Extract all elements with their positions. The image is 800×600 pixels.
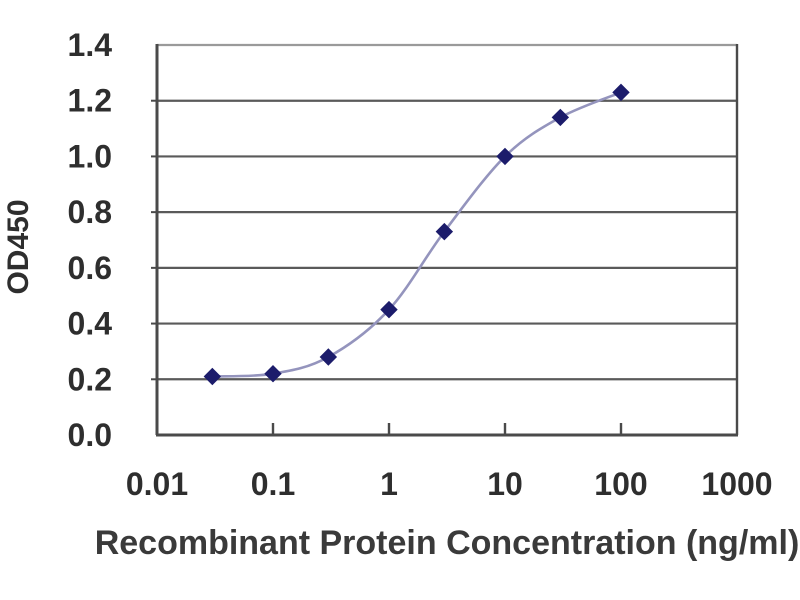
- y-tick-label: 0.0: [68, 417, 112, 453]
- data-point-marker: [551, 108, 570, 127]
- data-point-marker: [264, 365, 282, 383]
- y-tick-label: 0.8: [68, 194, 112, 230]
- y-tick-label: 1.4: [68, 27, 113, 63]
- data-point-marker: [203, 367, 222, 386]
- x-tick-label: 0.01: [126, 466, 188, 502]
- y-axis-title: OD450: [2, 199, 35, 295]
- y-tick-label: 0.4: [68, 306, 113, 342]
- y-tick-label: 1.2: [68, 83, 112, 119]
- x-tick-label: 0.1: [251, 466, 295, 502]
- x-axis-title: Recombinant Protein Concentration (ng/ml…: [94, 524, 800, 562]
- y-tick-label: 0.6: [68, 250, 112, 286]
- data-point-marker: [612, 83, 630, 102]
- x-tick-label: 100: [594, 466, 647, 502]
- data-point-marker: [380, 300, 398, 319]
- y-tick-label: 1.0: [68, 138, 112, 174]
- y-tick-label: 0.2: [68, 361, 112, 397]
- data-point-marker: [435, 222, 454, 241]
- data-point-marker: [496, 147, 514, 166]
- series-line: [212, 91, 622, 378]
- x-tick-label: 1: [380, 466, 398, 502]
- x-tick-label: 10: [487, 466, 523, 502]
- x-tick-label: 1000: [701, 466, 772, 502]
- data-point-marker: [319, 348, 338, 366]
